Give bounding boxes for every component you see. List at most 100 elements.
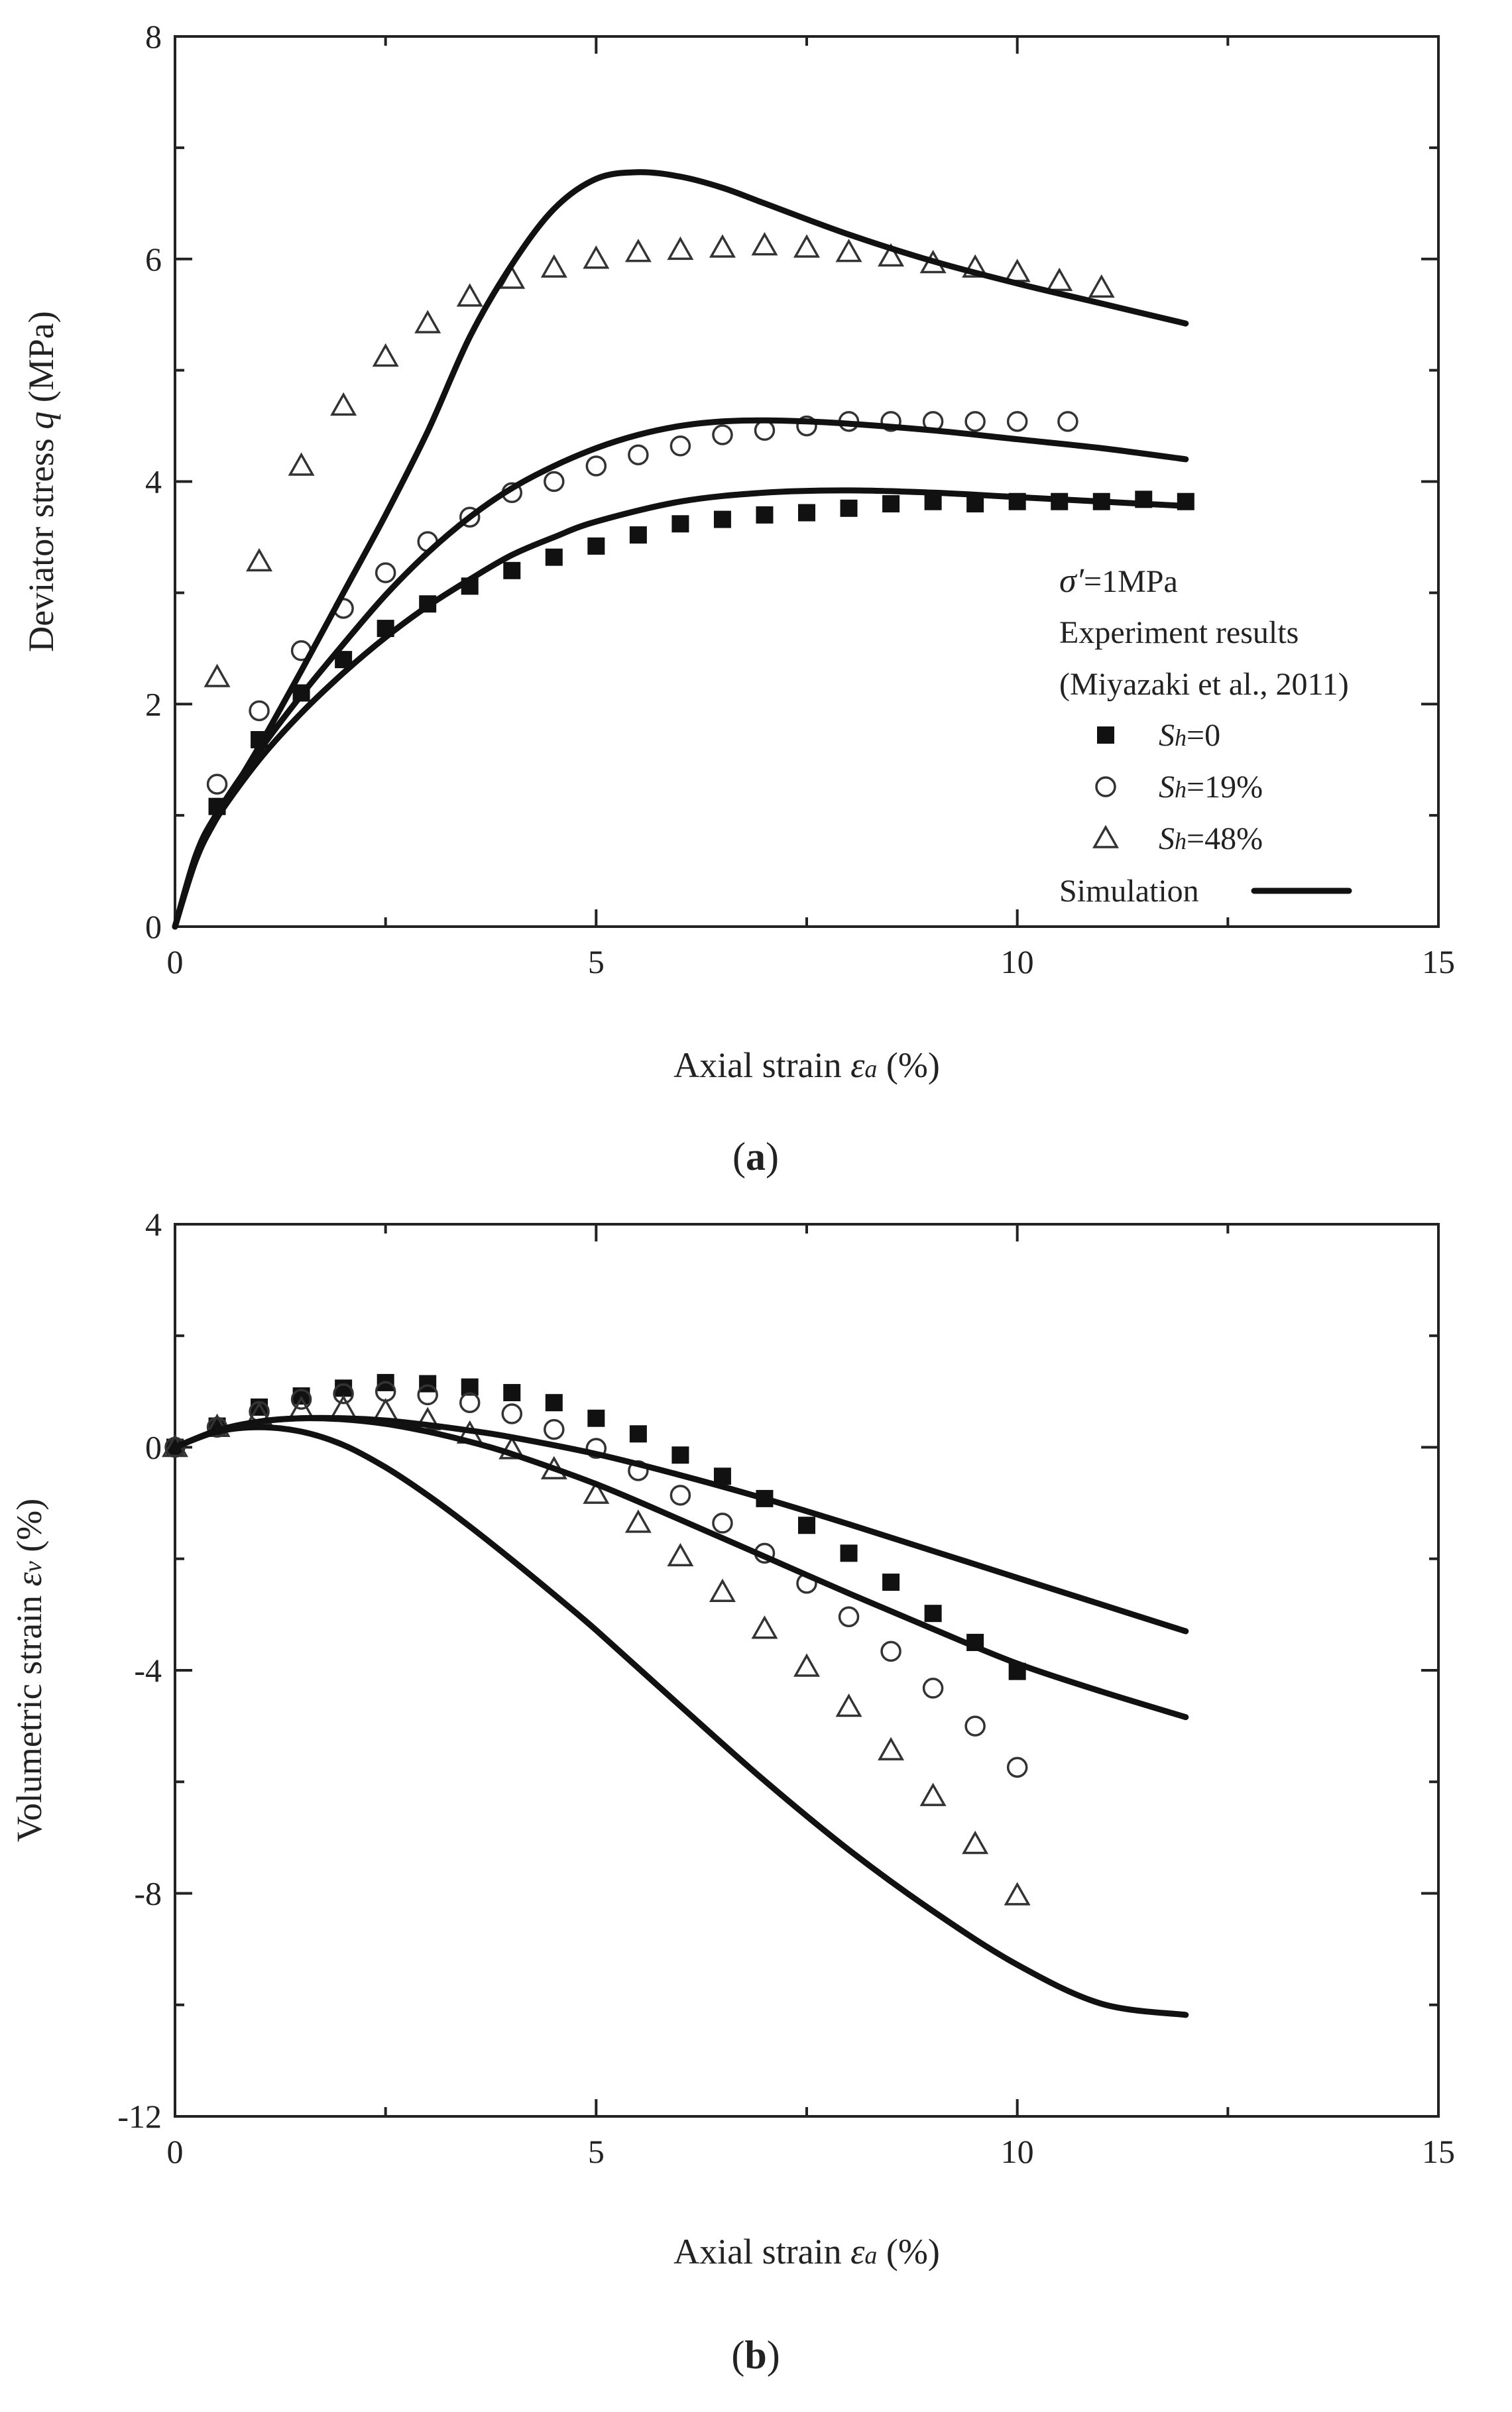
data-point-square — [882, 495, 900, 513]
y-tick-label: 2 — [145, 685, 162, 722]
data-point-square — [840, 499, 858, 517]
data-point-circle — [669, 1485, 691, 1506]
data-point-circle — [249, 700, 270, 722]
data-point-triangle — [624, 1509, 652, 1533]
data-point-circle — [544, 1418, 565, 1440]
data-point-triangle — [1088, 274, 1115, 298]
data-point-square — [798, 504, 815, 522]
legend-marker-circle — [1095, 776, 1116, 797]
data-point-square — [713, 510, 731, 528]
simulation-curve — [172, 1424, 1189, 2018]
data-point-triangle — [204, 663, 231, 687]
data-point-circle — [796, 415, 817, 437]
y-tick-label: -12 — [117, 2098, 162, 2135]
data-point-circle — [1057, 411, 1078, 432]
legend: σ′=1MPa Experiment results (Miyazaki et al… — [1059, 562, 1352, 909]
data-point-triangle — [878, 1737, 905, 1760]
legend-simulation-label: Simulation — [1059, 874, 1199, 909]
legend-condition: σ′=1MPa — [1059, 562, 1178, 600]
data-point-square — [629, 526, 647, 544]
data-point-circle — [1006, 1756, 1028, 1778]
x-tick-label: 0 — [167, 2133, 184, 2170]
data-point-triangle — [456, 283, 483, 307]
legend-source: (Miyazaki et al., 2011) — [1059, 667, 1349, 702]
data-point-triangle — [1004, 1882, 1031, 1906]
data-point-circle — [922, 1678, 944, 1699]
series-simulation-sh-0 — [172, 487, 1189, 930]
data-point-triangle — [919, 1782, 947, 1806]
data-point-triangle — [793, 1653, 821, 1677]
data-point-square — [629, 1425, 647, 1443]
data-point-triangle — [288, 452, 315, 476]
simulation-curve — [172, 417, 1189, 930]
data-point-circle — [880, 1640, 901, 1662]
data-point-square — [882, 1574, 900, 1591]
data-point-triangle — [583, 245, 610, 269]
data-point-triangle — [1046, 267, 1073, 292]
x-tick-label: 10 — [1001, 943, 1034, 980]
chart-panel-a: 0 5 10 15 0 2 4 6 8 Axial strain εa (%) Deviator s… — [21, 18, 1455, 1178]
y-tick-label: -4 — [134, 1652, 162, 1689]
data-point-circle — [459, 506, 481, 528]
data-point-circle — [628, 444, 649, 465]
y-tick-label: -8 — [134, 1875, 162, 1912]
x-tick-label: 5 — [588, 2133, 605, 2170]
data-point-circle — [290, 1389, 312, 1410]
data-point-square — [419, 1375, 437, 1393]
data-point-square — [587, 537, 605, 555]
data-point-triangle — [330, 392, 357, 416]
data-point-circle — [964, 1715, 986, 1737]
data-point-circle — [585, 455, 607, 477]
x-tick-label: 15 — [1422, 2133, 1455, 2170]
y-tick-label: 8 — [145, 18, 162, 55]
legend-marker-triangle — [1092, 825, 1120, 848]
data-point-circle — [544, 471, 565, 492]
data-point-triangle — [246, 547, 273, 572]
y-tick-label: 0 — [145, 1429, 162, 1466]
x-tick-label: 15 — [1422, 943, 1455, 980]
series-simulation-sh-48- — [172, 1424, 1189, 2018]
x-tick-label: 10 — [1001, 2133, 1034, 2170]
data-point-triangle — [793, 234, 821, 258]
data-point-circle — [206, 774, 228, 795]
data-point-square — [671, 1446, 689, 1464]
data-point-triangle — [751, 1615, 778, 1639]
data-point-triangle — [372, 343, 399, 367]
legend-marker-square — [1097, 726, 1114, 744]
data-point-square — [545, 548, 563, 566]
data-point-circle — [669, 435, 691, 457]
data-point-triangle — [878, 243, 905, 267]
data-point-triangle — [835, 1693, 862, 1717]
y-tick-label: 4 — [145, 463, 162, 500]
data-point-square — [587, 1409, 605, 1427]
data-point-square — [503, 1384, 521, 1402]
data-point-square — [335, 1379, 353, 1397]
legend-entry-label: Sh=19% — [1159, 770, 1263, 805]
data-point-triangle — [540, 254, 567, 278]
chart-panel-b: 0 5 10 15 -12 -8 -4 0 4 Axial strain εa (%) Volume… — [9, 1206, 1455, 2377]
panel-label: (b) — [731, 2333, 780, 2377]
simulation-curve — [172, 487, 1189, 930]
data-point-triangle — [583, 1480, 610, 1504]
data-point-circle — [585, 1438, 607, 1459]
data-point-triangle — [835, 239, 862, 262]
legend-entry-label: Sh=0 — [1159, 718, 1220, 753]
data-point-square — [840, 1544, 858, 1562]
x-axis-title: Axial strain εa (%) — [673, 2232, 940, 2271]
legend-entry-label: Sh=48% — [1159, 821, 1263, 856]
series-simulation-sh-48- — [172, 169, 1189, 930]
legend-heading: Experiment results — [1059, 615, 1299, 650]
y-tick-label: 6 — [145, 241, 162, 278]
data-point-square — [798, 1517, 815, 1534]
data-point-circle — [333, 1383, 354, 1405]
y-axis-title: Volumetric strain εv (%) — [9, 1499, 49, 1843]
series-simulation-sh-19- — [172, 1415, 1189, 1721]
data-point-circle — [880, 411, 901, 432]
data-point-circle — [375, 562, 396, 583]
data-point-circle — [838, 1606, 860, 1627]
simulation-curve — [172, 1415, 1189, 1721]
data-point-triangle — [498, 1436, 526, 1460]
simulation-curve — [172, 169, 1189, 930]
